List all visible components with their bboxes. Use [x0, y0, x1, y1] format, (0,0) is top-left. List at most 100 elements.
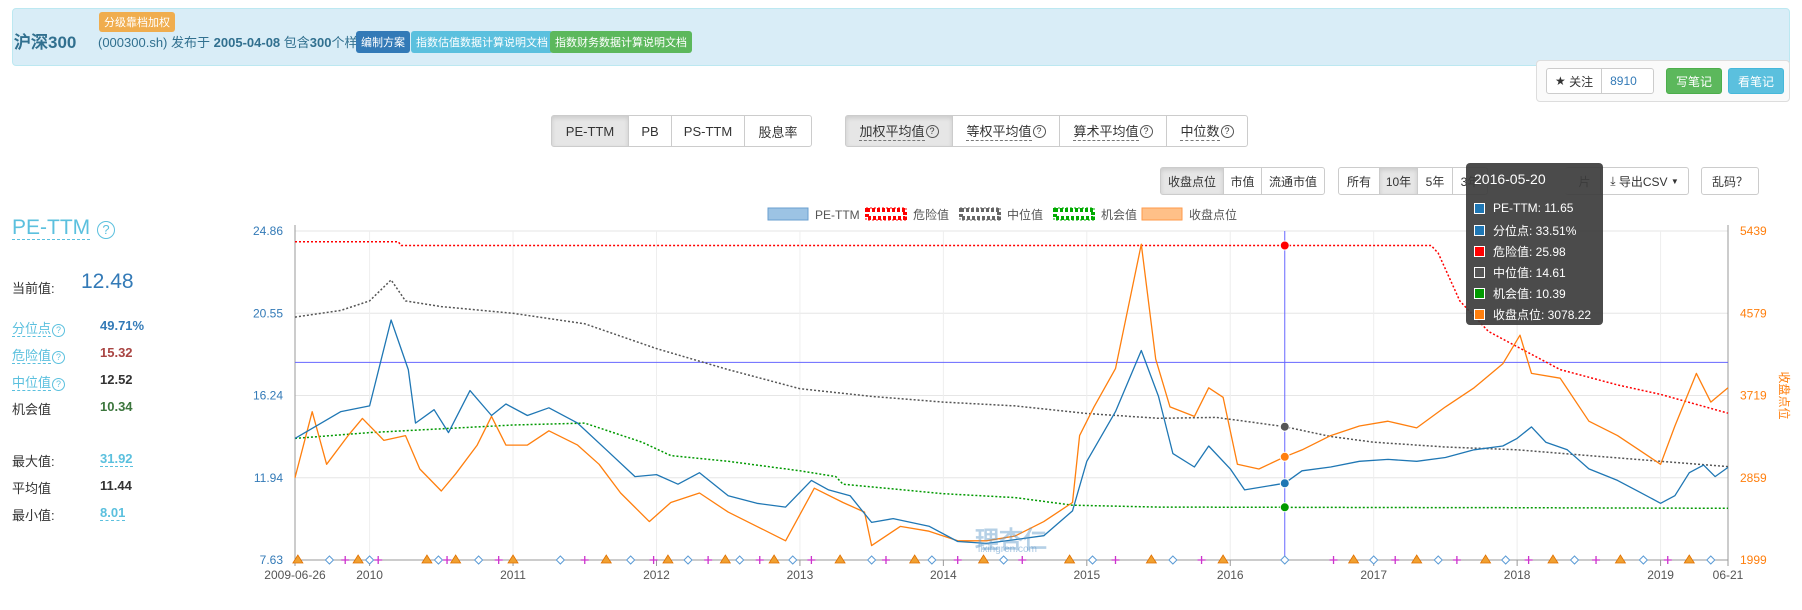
event-marker-triangle [1411, 554, 1423, 564]
download-icon: ⤓ [1610, 173, 1616, 188]
tab-dividend-yield[interactable]: 股息率 [744, 115, 812, 147]
x-tick-label: 2018 [1504, 568, 1531, 582]
event-marker-triangle [507, 554, 519, 564]
event-marker-triangle [768, 554, 780, 564]
follow-button[interactable]: ★ 关注 8910 [1546, 68, 1654, 94]
legend-label: 危险值 [913, 207, 949, 222]
write-note-button[interactable]: 写笔记 [1666, 68, 1722, 94]
tab-float-cap[interactable]: 流通市值 [1261, 167, 1325, 195]
y-right-tick-label: 2859 [1740, 471, 1767, 485]
event-marker-plus [374, 556, 383, 564]
published-label: 发布于 [171, 35, 211, 50]
export-csv-button[interactable]: ⤓ 导出CSV ▼ [1600, 167, 1689, 195]
tab-weighted-avg[interactable]: 加权平均值? [845, 115, 953, 147]
tab-weighted-avg-label: 加权平均值 [859, 121, 925, 141]
series-line-pe-ttm [294, 319, 1729, 545]
tab-pe-ttm[interactable]: PE-TTM [551, 115, 629, 147]
event-marker-plus [1197, 556, 1206, 564]
index-name: 沪深300 [14, 33, 77, 52]
metric-title: PE-TTM ? [12, 216, 115, 240]
event-marker-diamond [364, 555, 375, 565]
help-icon[interactable]: ? [52, 324, 66, 337]
tooltip-row-close: 收盘点位: 3078.22 [1474, 306, 1591, 323]
index-header-panel [12, 8, 1790, 66]
x-tick-label: 2014 [930, 568, 957, 582]
tooltip-row-pe: PE-TTM: 11.65 [1474, 201, 1573, 215]
tab-median[interactable]: 中位数? [1166, 115, 1248, 147]
event-marker-triangle [662, 554, 674, 564]
event-marker-plus [1663, 556, 1672, 564]
stat-percentile: 分位点? [12, 318, 66, 337]
event-marker-triangle [1217, 554, 1229, 564]
legend-swatch-pattern [865, 208, 907, 220]
stat-chance-label: 机会值 [12, 402, 52, 417]
tooltip-swatch [1474, 246, 1485, 257]
legend-swatch [767, 207, 809, 221]
stat-chance-value: 10.34 [100, 399, 133, 414]
garbled-text-button[interactable]: 乱码？ [1701, 167, 1759, 195]
tab-ps-ttm[interactable]: PS-TTM [671, 115, 745, 147]
x-tick-label: 2012 [643, 568, 670, 582]
crosshair-point [1279, 502, 1290, 513]
legend-label: PE-TTM [815, 208, 860, 222]
event-marker-triangle [977, 554, 990, 564]
event-marker-plus [1018, 556, 1027, 564]
event-marker-diamond [788, 555, 798, 565]
stat-median: 中位值? [12, 372, 66, 391]
help-icon[interactable]: ? [52, 378, 66, 391]
weight-tabs: 加权平均值? 等权平均值? 算术平均值? 中位数? [845, 115, 1248, 147]
help-icon: ? [1032, 124, 1046, 138]
contains-label: 包含 [283, 35, 310, 50]
event-marker-diamond [998, 555, 1009, 565]
event-marker-plus [807, 556, 816, 564]
tooltip-label: 中位值: 14.61 [1493, 266, 1566, 280]
stat-percentile-label: 分位点 [12, 321, 52, 337]
y-left-tick-label: 16.24 [253, 389, 283, 403]
financial-doc-link[interactable]: 指数财务数据计算说明文档 [550, 31, 692, 53]
help-icon[interactable]: ? [97, 221, 115, 239]
event-marker-diamond [683, 555, 693, 565]
tab-pb[interactable]: PB [628, 115, 672, 147]
published-date: 2005-04-08 [213, 35, 281, 50]
tab-equal-weight[interactable]: 等权平均值? [952, 115, 1060, 147]
event-marker-diamond [1087, 555, 1098, 565]
tab-equal-weight-label: 等权平均值 [966, 121, 1032, 141]
legend-label: 中位值 [1007, 207, 1043, 222]
stat-percentile-value: 49.71% [100, 318, 145, 333]
x-tick-label: 2010 [356, 568, 383, 582]
event-marker-plus [580, 556, 589, 564]
crosshair-point [1279, 451, 1290, 462]
event-marker-triangle [292, 554, 304, 564]
event-marker-diamond [625, 555, 636, 565]
follow-label: 关注 [1569, 74, 1594, 89]
event-marker-diamond [473, 555, 484, 565]
chevron-down-icon: ▼ [1670, 176, 1679, 186]
tab-arithmetic-avg[interactable]: 算术平均值? [1059, 115, 1167, 147]
view-note-button[interactable]: 看笔记 [1728, 68, 1784, 94]
tooltip-row-chance: 机会值: 10.39 [1474, 285, 1566, 302]
tooltip-label: 分位点: 33.51% [1493, 224, 1577, 238]
y-left-tick-label: 11.94 [254, 471, 283, 485]
event-marker-plus [881, 556, 890, 564]
valuation-doc-link[interactable]: 指数估值数据计算说明文档 [411, 31, 553, 53]
chart-tooltip: 2016-05-20 PE-TTM: 11.65 分位点: 33.51% 危险值… [1466, 163, 1603, 325]
tab-close-price[interactable]: 收盘点位 [1160, 167, 1224, 195]
event-marker-plus [341, 556, 350, 564]
stat-avg-label: 平均值 [12, 481, 52, 496]
tooltip-swatch [1474, 288, 1485, 299]
methodology-link[interactable]: 编制方案 [356, 31, 410, 53]
x-tick-label: 2013 [787, 568, 814, 582]
x-tick-label: 2017 [1360, 568, 1387, 582]
event-marker-plus [1524, 556, 1533, 564]
event-marker-plus [443, 556, 452, 564]
index-code: (000300.sh) [98, 35, 168, 50]
y-left-tick-label: 24.86 [253, 224, 283, 238]
event-marker-plus [953, 556, 962, 564]
tooltip-label: PE-TTM: 11.65 [1493, 201, 1574, 215]
event-marker-triangle [1683, 554, 1695, 564]
watermark-logo: 理杏仁 [975, 527, 1047, 554]
y-right-tick-label: 1999 [1740, 553, 1767, 567]
help-icon[interactable]: ? [52, 351, 66, 364]
event-marker-triangle [352, 554, 364, 564]
